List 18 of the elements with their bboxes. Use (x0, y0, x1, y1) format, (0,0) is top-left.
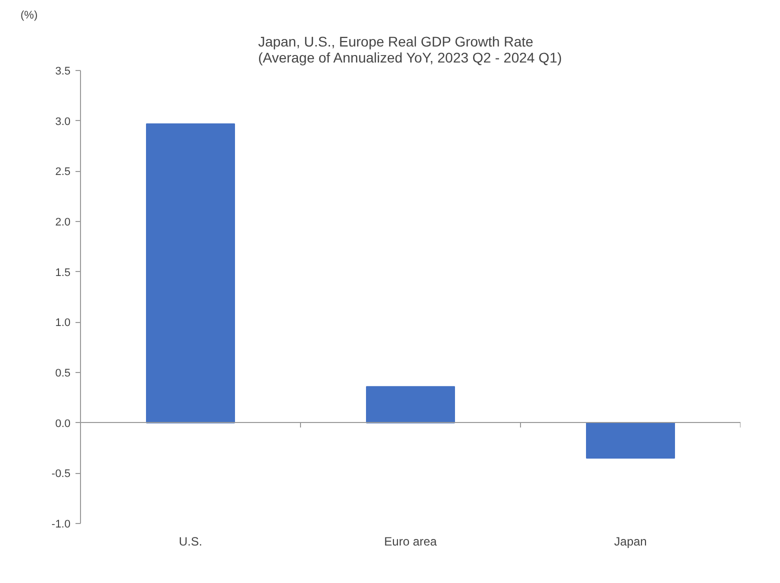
bar (146, 123, 235, 424)
x-tick-label: Japan (614, 534, 647, 548)
x-tick-label: Euro area (384, 534, 438, 548)
y-tick-label: 1.0 (55, 317, 71, 330)
y-tick-label: 2.5 (55, 166, 71, 178)
bar (366, 386, 455, 424)
x-tick-label: U.S. (178, 534, 202, 548)
y-tick-label: -1.0 (52, 518, 71, 530)
y-tick-label: 3.5 (55, 66, 71, 78)
y-tick-label: 0.0 (55, 418, 71, 430)
y-tick-label: 0.5 (55, 368, 71, 380)
y-axis-title: (%) (20, 10, 38, 22)
chart-title: Japan, U.S., Europe Real GDP Growth Rate (Average of Annualized YoY, 2023 Q2 - 2024 Q1) (258, 34, 562, 66)
y-tick-label: 2.0 (55, 216, 71, 228)
y-tick-label: -0.5 (52, 468, 71, 480)
y-tick-label: 1.5 (55, 266, 71, 279)
bar (586, 422, 675, 459)
y-tick-label: 3.0 (55, 116, 71, 128)
